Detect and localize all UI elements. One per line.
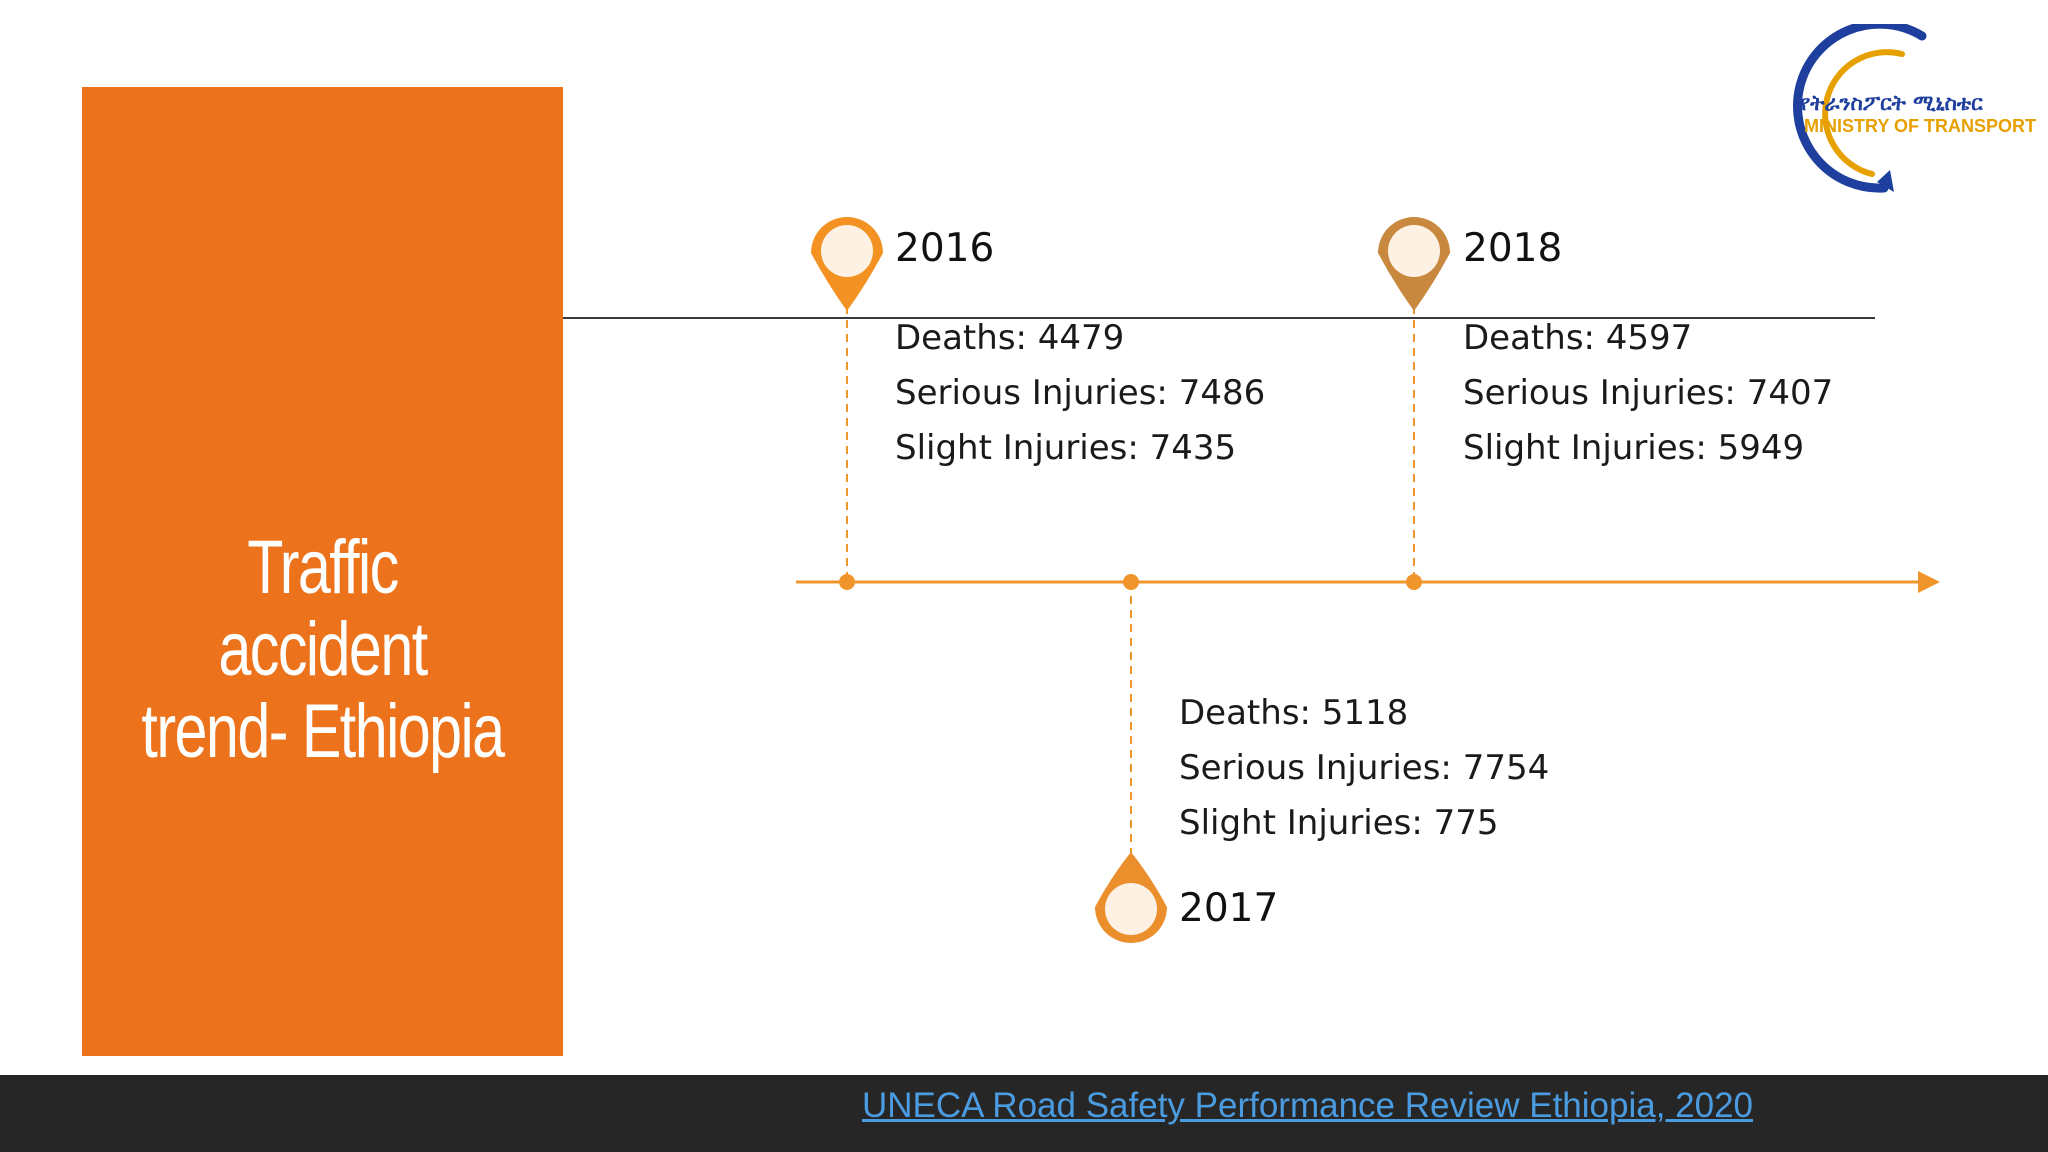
stats-2016: Deaths: 4479 Serious Injuries: 7486 Slig… xyxy=(895,311,1265,476)
logo-arc-icon xyxy=(1793,24,1927,193)
stats-2017: Deaths: 5118 Serious Injuries: 7754 Slig… xyxy=(1179,686,1549,851)
footer-bar xyxy=(0,1075,2048,1152)
timeline-dot-2018 xyxy=(1406,574,1422,590)
title-line-3: trend- Ethiopia xyxy=(141,689,505,774)
serious-injuries-2017: Serious Injuries: 7754 xyxy=(1179,748,1550,788)
map-pin-icon-2017 xyxy=(1095,852,1167,943)
timeline-arrow-icon xyxy=(1918,571,1940,593)
serious-injuries-2018: Serious Injuries: 7407 xyxy=(1463,373,1834,413)
map-pin-icon-2018 xyxy=(1378,217,1450,311)
deaths-2018: Deaths: 4597 xyxy=(1463,318,1693,358)
year-label-2016: 2016 xyxy=(895,226,995,271)
slight-injuries-2017: Slight Injuries: 775 xyxy=(1179,803,1499,843)
year-label-2018: 2018 xyxy=(1463,226,1563,271)
timeline-dot-2017 xyxy=(1123,574,1139,590)
ministry-logo: የትራንስፖርት ሚኒስቴር MINISTRY OF TRANSPORT xyxy=(1752,24,2048,194)
logo-english-text: MINISTRY OF TRANSPORT xyxy=(1804,116,2037,136)
title-panel: Traffic accident trend- Ethiopia xyxy=(82,87,563,1056)
logo-amharic-text: የትራንስፖርት ሚኒስቴር xyxy=(1800,90,1983,115)
timeline-dot-2016 xyxy=(839,574,855,590)
serious-injuries-2016: Serious Injuries: 7486 xyxy=(895,373,1266,413)
slide-title: Traffic accident trend- Ethiopia xyxy=(135,527,510,773)
slight-injuries-2018: Slight Injuries: 5949 xyxy=(1463,428,1805,468)
map-pin-icon-2016 xyxy=(811,217,883,311)
title-line-2: accident xyxy=(218,607,428,692)
title-line-1: Traffic xyxy=(247,525,399,610)
source-link[interactable]: UNECA Road Safety Performance Review Eth… xyxy=(862,1086,1754,1125)
deaths-2017: Deaths: 5118 xyxy=(1179,693,1409,733)
slight-injuries-2016: Slight Injuries: 7435 xyxy=(895,428,1237,468)
stats-2018: Deaths: 4597 Serious Injuries: 7407 Slig… xyxy=(1463,311,1833,476)
year-label-2017: 2017 xyxy=(1179,886,1279,931)
deaths-2016: Deaths: 4479 xyxy=(895,318,1125,358)
